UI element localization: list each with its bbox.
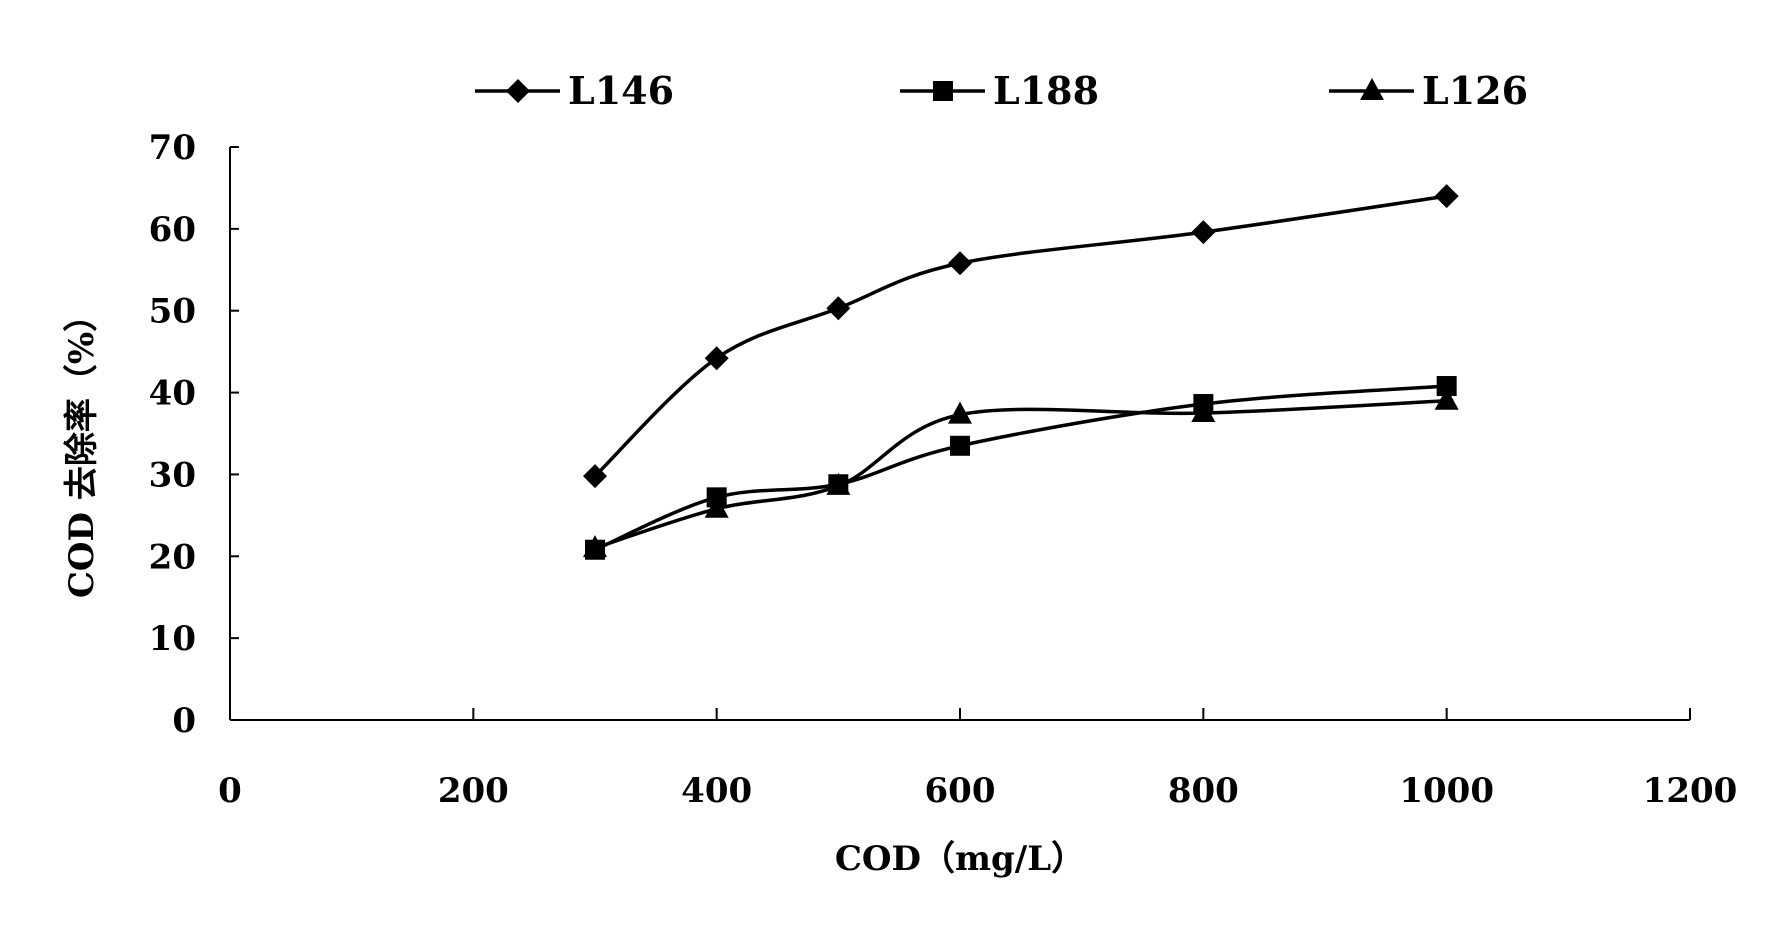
x-tick-label: 1200 (1643, 771, 1738, 811)
legend-marker-l126 (1360, 78, 1384, 100)
y-tick-label: 10 (149, 619, 196, 659)
axes (229, 147, 1690, 721)
series-layer (583, 184, 1459, 560)
data-point-l146 (1191, 220, 1216, 245)
x-axis-title: COD（mg/L） (835, 839, 1085, 879)
series-line-l126 (594, 399, 1447, 550)
y-axis-title: COD 去除率（%） (62, 298, 102, 598)
x-tick-label: 200 (438, 771, 509, 811)
y-tick-label: 40 (149, 374, 196, 414)
legend-label-l146: L146 (568, 68, 674, 113)
data-point-l126 (826, 472, 851, 495)
x-tick-label: 400 (681, 771, 752, 811)
x-tick-label: 0 (218, 771, 242, 811)
data-point-l188 (950, 435, 970, 456)
x-tick-label: 1000 (1399, 771, 1494, 811)
x-tick-label: 600 (925, 771, 996, 811)
y-tick-label: 60 (149, 210, 196, 250)
data-point-l146 (826, 296, 851, 321)
data-point-l126 (704, 495, 729, 518)
data-point-l146 (1434, 184, 1459, 209)
legend-marker-l188 (933, 81, 953, 101)
series-l188 (585, 376, 1457, 560)
x-tick-label: 800 (1168, 771, 1239, 811)
legend-item-l146: L146 (475, 68, 674, 113)
data-point-l126 (948, 401, 972, 424)
series-l146 (583, 184, 1459, 489)
legend: L146 L188 L126 (475, 68, 1528, 113)
data-point-l146 (583, 464, 607, 489)
data-point-l188 (1436, 376, 1457, 397)
y-tick-label: 70 (149, 128, 196, 168)
legend-marker-l146 (506, 79, 530, 103)
y-tick-label: 20 (149, 537, 196, 577)
data-point-l126 (1434, 387, 1459, 410)
legend-label-l126: L126 (1422, 68, 1528, 113)
x-axis-ticks: 0 200 400 600 800 1000 1200 (218, 708, 1737, 811)
y-tick-label: 30 (149, 455, 196, 495)
legend-item-l126: L126 (1329, 68, 1528, 113)
y-axis-ticks: 0 10 20 30 40 50 60 70 (149, 128, 239, 741)
series-line-l146 (593, 194, 1447, 478)
legend-item-l188: L188 (900, 68, 1099, 113)
series-l126 (583, 387, 1459, 558)
legend-label-l188: L188 (993, 68, 1099, 113)
data-point-l146 (948, 251, 972, 276)
data-point-l126 (583, 535, 607, 558)
y-tick-label: 0 (172, 701, 196, 741)
data-point-l146 (704, 346, 729, 371)
data-point-l126 (1191, 400, 1216, 423)
y-tick-label: 50 (149, 292, 196, 332)
